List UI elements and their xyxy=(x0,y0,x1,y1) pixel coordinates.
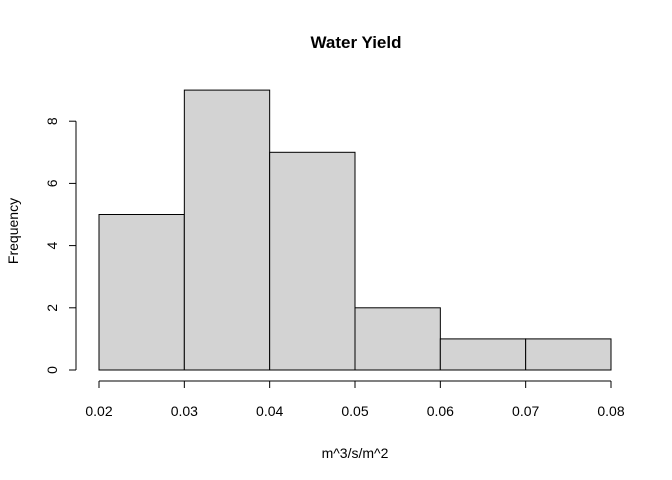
x-tick-label: 0.05 xyxy=(341,403,368,419)
y-axis: 0 2 4 6 8 xyxy=(44,117,77,374)
histogram-bar-3 xyxy=(269,151,356,371)
y-axis-label: Frequency xyxy=(5,198,21,264)
bars-group xyxy=(98,89,612,371)
histogram-bar-2 xyxy=(183,89,271,371)
x-tick-label: 0.07 xyxy=(512,403,539,419)
chart-title: Water Yield xyxy=(310,33,401,52)
y-tick-label: 4 xyxy=(44,241,60,249)
x-axis: 0.02 0.03 0.04 0.05 0.06 0.07 0.08 xyxy=(85,380,625,419)
y-tick-label: 0 xyxy=(44,366,60,374)
x-tick-label: 0.03 xyxy=(171,403,198,419)
x-tick-label: 0.02 xyxy=(85,403,112,419)
histogram-bar-4 xyxy=(354,307,441,371)
histogram-bar-6 xyxy=(525,338,612,371)
x-tick-label: 0.08 xyxy=(597,403,624,419)
histogram-bar-5 xyxy=(439,338,527,371)
x-tick-label: 0.06 xyxy=(427,403,454,419)
histogram-bar-1 xyxy=(98,214,185,371)
y-tick-label: 2 xyxy=(44,304,60,312)
y-tick-label: 8 xyxy=(44,117,60,125)
x-tick-label: 0.04 xyxy=(256,403,283,419)
x-axis-label: m^3/s/m^2 xyxy=(322,445,389,461)
y-tick-label: 6 xyxy=(44,179,60,187)
